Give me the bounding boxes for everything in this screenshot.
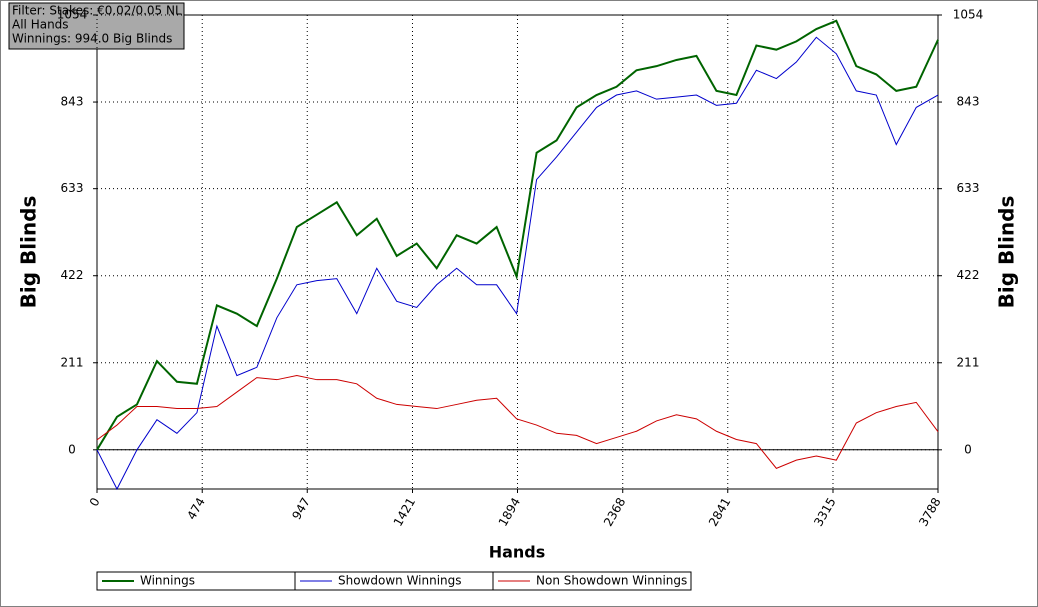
y-tick-label: 422 — [61, 268, 84, 282]
series-line — [96, 19, 939, 451]
legend-box — [492, 571, 692, 591]
y-tick-label: 843 — [61, 95, 84, 109]
legend-label: Winnings — [140, 574, 195, 588]
y-tick-label: 211 — [61, 355, 84, 369]
y2-axis-label: Big Blinds — [995, 196, 1019, 309]
plot-area — [96, 14, 939, 490]
series-line — [96, 375, 939, 469]
legend-label: Non Showdown Winnings — [536, 574, 687, 588]
y-tick-label: 0 — [68, 442, 76, 456]
x-axis-label: Hands — [489, 543, 546, 562]
y2-tick-label: 211 — [957, 355, 980, 369]
series-line — [96, 36, 939, 491]
y2-tick-label: 843 — [957, 95, 980, 109]
legend: Winnings Showdown Winnings Non Showdown Wi… — [96, 571, 692, 591]
y-axis-label: Big Blinds — [17, 196, 41, 309]
legend-label: Showdown Winnings — [338, 574, 462, 588]
annotation-line: All Hands — [12, 18, 69, 32]
y2-tick-label: 0 — [964, 442, 972, 456]
annotation-bg — [8, 2, 185, 50]
y2-tick-label: 633 — [957, 181, 980, 195]
annotation-line: Filter: Stakes: €0.02/0.05 NL — [12, 4, 182, 18]
y-tick-label: 1054 — [57, 8, 88, 22]
annotation-line: Winnings: 994.0 Big Blinds — [12, 32, 172, 46]
y2-tick-label: 1054 — [953, 8, 984, 22]
y-tick-label: 633 — [61, 181, 84, 195]
y2-tick-label: 422 — [957, 268, 980, 282]
